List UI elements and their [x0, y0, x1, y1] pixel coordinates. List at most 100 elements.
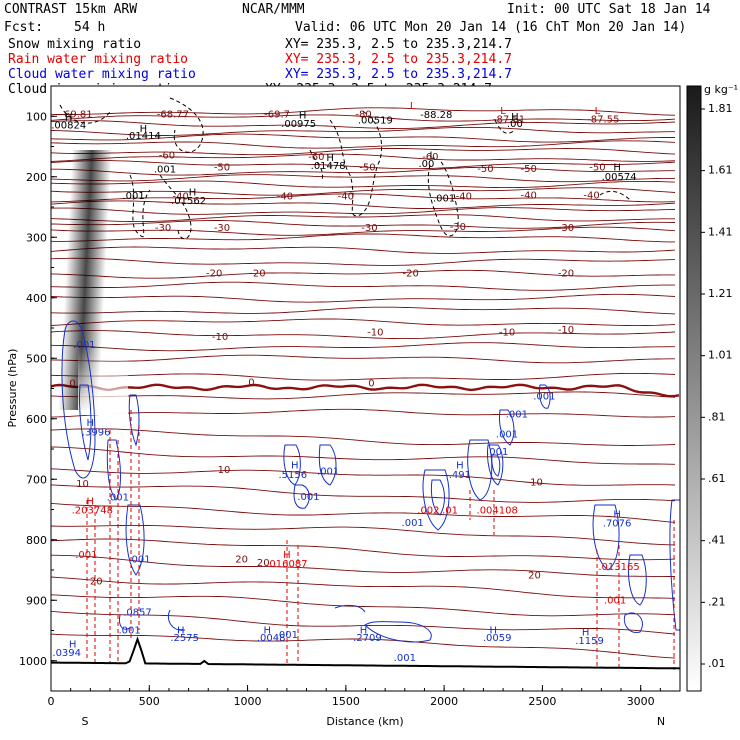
plot-area: -69.81 -68.77 -69.7 -80 -87.51 -87.55 -60 -60 -6…: [6, 85, 681, 728]
isotherm-line: [51, 133, 675, 143]
cloud-water-contour: [669, 499, 680, 631]
cloud-water-contour: [334, 604, 366, 613]
isotherm-label: -50: [359, 163, 375, 174]
isotherm-line: [51, 200, 676, 210]
cloud-water-value-label: .0059: [483, 633, 512, 644]
colorbar-ticks: .01 .21 .41 .61 .81 1.01 1.21 1.41 1.61 1.81: [701, 102, 733, 670]
cloud-water-value-label: .001: [107, 492, 129, 503]
snow-plume: [58, 150, 128, 415]
isotherm-label: 20: [257, 558, 270, 569]
isotherm-label: -10: [558, 325, 574, 336]
cloud-water-contour: [79, 384, 92, 461]
cloud-water-value-label: .5156: [278, 470, 307, 481]
snow-value-label: .01478: [311, 161, 346, 172]
cloud-water-value-label: .1159: [575, 636, 604, 647]
cloud-water-value-label: .001: [118, 626, 140, 637]
low-marker: L: [410, 101, 416, 112]
cloud-water-contour: [491, 454, 501, 477]
y-tick-label: 500: [26, 352, 47, 365]
field-cloudwater-xy: XY= 235.3, 2.5 to 235.3,214.7: [285, 67, 512, 82]
high-marker: H: [511, 112, 519, 123]
rain-value-label: .016087: [266, 559, 307, 570]
x-axis-label: Distance (km): [326, 715, 403, 728]
cloud-water-value-label: .2575: [170, 633, 199, 644]
isotherm-line: [51, 120, 676, 129]
cloud-water-value-label: .001: [394, 653, 416, 664]
snow-value-label: .001: [433, 194, 455, 205]
isotherm-line: [51, 538, 676, 561]
high-marker: H: [291, 460, 299, 471]
axes: 0 500 1000 1500 2000 2500 30001002003004005006…: [19, 85, 681, 708]
low-marker: L: [595, 106, 601, 117]
cloud-water-value-label: .0048: [257, 633, 286, 644]
x-tick-label: 2000: [430, 695, 458, 708]
isotherm-line: [51, 187, 676, 196]
snow-contour: [169, 97, 204, 153]
terrain-profile: [51, 636, 680, 670]
colorbar-gradient: [686, 85, 702, 692]
colorbar-tick-label: .21: [708, 595, 726, 608]
cloud-water-value-label: .001: [486, 447, 508, 458]
colorbar-tick-label: .41: [708, 534, 726, 547]
snow-contour: [59, 104, 111, 124]
colorbar: g kg⁻¹ .01 .21 .41 .61 .81 1.01 1.21 1.41 1.61 1.…: [686, 83, 738, 692]
isotherm-line: [51, 148, 676, 156]
low-marker: L: [500, 106, 506, 117]
isotherm-label: -40: [173, 192, 189, 203]
isotherm-label: -30: [155, 223, 171, 234]
field-snow-name: Snow mixing ratio: [8, 37, 141, 52]
cloud-water-value-label: .001: [276, 630, 298, 641]
isotherm-line: [51, 610, 676, 635]
high-marker: H: [69, 639, 77, 650]
cloud-water-contour: [499, 409, 515, 446]
colorbar-tick-label: 1.61: [708, 164, 733, 177]
isotherm-label: -69.81: [60, 109, 92, 120]
isotherm-line: [51, 306, 676, 315]
isotherm-label: -50: [589, 163, 605, 174]
isotherm-label: -50: [520, 164, 536, 175]
x-tick-label: 2500: [528, 695, 556, 708]
high-marker: H: [263, 626, 271, 637]
colorbar-tick-label: 1.01: [708, 349, 733, 362]
init-time: Init: 00 UTC Sat 18 Jan 14: [507, 2, 711, 17]
cloud-water-value-label: .7076: [603, 518, 632, 529]
snow-value-label: .001: [122, 191, 144, 202]
x-tick-label: 1500: [332, 695, 360, 708]
y-axis-label: Pressure (hPa): [6, 349, 19, 428]
isotherm-label: 0: [69, 379, 75, 390]
snow-contours: [59, 97, 631, 240]
snow-contour: [599, 190, 631, 201]
isotherm-label: 20: [235, 555, 248, 566]
cloud-water-contour: [125, 504, 145, 576]
x-tick-label: 3000: [627, 695, 655, 708]
isotherm-line: [51, 174, 675, 183]
isotherm-line: [51, 269, 675, 279]
snow-value-label: .00574: [602, 172, 637, 183]
isotherm-line: [51, 524, 676, 546]
colorbar-tick-label: .61: [708, 472, 726, 485]
isotherm-label: 10: [530, 477, 543, 488]
field-snow-xy: XY= 235.3, 2.5 to 235.3,214.7: [285, 37, 512, 52]
freezing-level-line: [51, 383, 680, 398]
isotherm-label: 10: [76, 479, 89, 490]
isotherm-line: [51, 153, 676, 162]
isotherm-label: -40: [583, 191, 599, 202]
cloud-water-contour: [592, 504, 620, 571]
header: CONTRAST 15km ARW NCAR/MMM Init: 00 UTC …: [4, 2, 711, 97]
cloud-water-contour: [467, 439, 493, 501]
x-tick-label: 1000: [234, 695, 262, 708]
cloud-water-contour: [167, 609, 186, 631]
high-marker: H: [613, 163, 621, 174]
y-tick-label: 600: [26, 413, 47, 426]
isotherm-label: -60: [159, 151, 175, 162]
isotherm-label: -20: [249, 269, 265, 280]
cloud-water-value-label: .2709: [353, 633, 382, 644]
y-tick-label: 100: [26, 110, 47, 123]
cloud-water-contour: [623, 612, 643, 634]
isotherm-line: [51, 408, 676, 418]
isotherm-label: -87.55: [587, 114, 619, 125]
cloud-water-contour: [539, 384, 551, 409]
snow-value-label: .01414: [126, 131, 161, 142]
snow-value-label: .00519: [358, 116, 393, 127]
